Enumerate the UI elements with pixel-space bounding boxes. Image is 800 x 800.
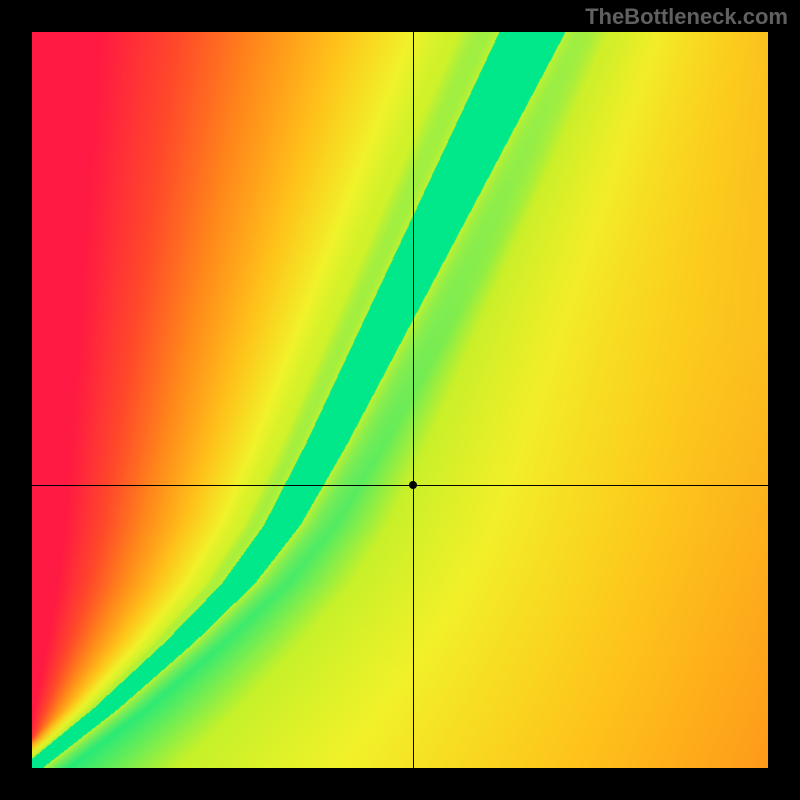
crosshair-horizontal	[32, 485, 768, 486]
watermark-text: TheBottleneck.com	[585, 4, 788, 30]
plot-area	[32, 32, 768, 768]
chart-container: TheBottleneck.com	[0, 0, 800, 800]
crosshair-vertical	[413, 32, 414, 768]
crosshair-marker-dot	[409, 481, 417, 489]
heatmap-canvas	[32, 32, 768, 768]
